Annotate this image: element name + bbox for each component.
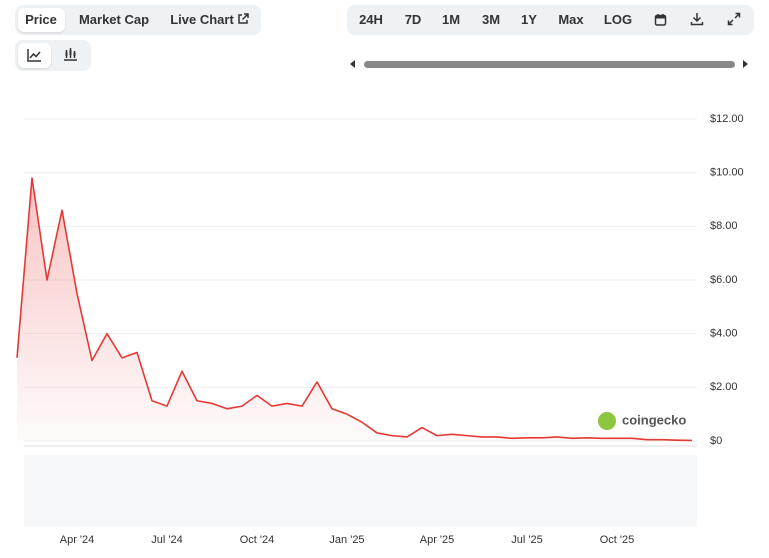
download-icon[interactable] [690,12,704,26]
volume-area [24,455,697,527]
range[interactable]: 1Y [521,12,537,27]
tab[interactable]: Market Cap [78,12,150,27]
expand-icon[interactable] [727,12,741,26]
line-icon[interactable] [27,48,42,62]
y-tick-label: $4.00 [710,328,738,340]
x-tick-label: Jul '25 [511,534,542,546]
range[interactable]: 3M [481,12,501,27]
price-line [16,177,693,442]
range[interactable]: 24H [359,12,383,27]
calendar-icon[interactable] [654,13,667,26]
watermark: coingecko [622,412,686,427]
x-tick-label: Jan '25 [329,534,364,546]
range[interactable]: 1M [441,12,461,27]
external-icon [238,13,249,24]
scrollbar[interactable] [0,56,769,74]
x-tick-label: Oct '25 [600,534,635,546]
tab[interactable]: Live Chart [170,12,234,27]
x-tick-label: Apr '25 [420,534,455,546]
y-tick-label: $10.00 [710,167,744,179]
x-tick-label: Apr '24 [60,534,95,546]
candle-icon[interactable] [63,47,78,61]
y-tick-label: $12.00 [710,113,744,125]
logo-icon [598,412,616,430]
range-group [347,5,754,35]
x-tick-label: Jul '24 [151,534,182,546]
range[interactable]: Max [558,12,584,27]
x-tick-label: Oct '24 [240,534,275,546]
range[interactable]: LOG [603,12,633,27]
active-tab [18,8,65,32]
y-tick-label: $8.00 [710,220,738,232]
area-fill [17,178,692,442]
y-tick-label: $2.00 [710,381,738,393]
y-tick-label: $0 [710,435,722,447]
range[interactable]: 7D [404,12,422,27]
y-tick-label: $6.00 [710,274,738,286]
tab[interactable]: Price [25,12,57,27]
